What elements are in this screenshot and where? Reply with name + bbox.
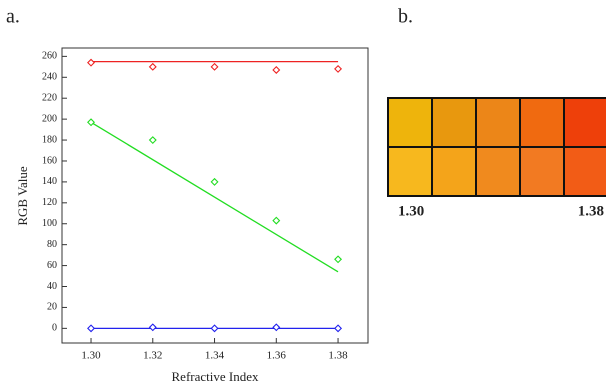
color-swatch <box>388 98 432 147</box>
panel-label: a. <box>6 6 20 28</box>
color-swatch <box>476 147 520 196</box>
color-swatch <box>520 98 564 147</box>
swatch-label: 1.38 <box>578 203 604 219</box>
data-point <box>88 325 94 331</box>
x-tick-label: 1.38 <box>328 350 348 362</box>
data-point <box>211 325 217 331</box>
data-point <box>150 137 156 143</box>
figure-svg: a. b. RGB Value Refractive Index 1.30 1.… <box>0 0 606 389</box>
data-point <box>211 64 217 70</box>
y-tick-label: 80 <box>47 239 57 250</box>
x-tick-label: 1.32 <box>143 350 162 362</box>
data-point <box>211 179 217 185</box>
y-tick-label: 40 <box>47 281 57 292</box>
color-swatch <box>564 147 606 196</box>
y-tick-label: 160 <box>42 155 57 166</box>
y-tick-label: 120 <box>42 197 57 208</box>
x-axis-title: Refractive Index <box>172 369 259 384</box>
y-tick-label: 240 <box>42 72 57 83</box>
data-point <box>88 59 94 65</box>
data-point <box>335 325 341 331</box>
color-swatch <box>520 147 564 196</box>
panel-label: b. <box>398 6 413 28</box>
color-swatch <box>564 98 606 147</box>
data-point <box>273 67 279 73</box>
data-point <box>273 324 279 330</box>
color-swatch <box>432 147 476 196</box>
y-tick-label: 180 <box>42 134 57 145</box>
y-tick-label: 0 <box>52 323 57 334</box>
color-swatch <box>476 98 520 147</box>
fit-line <box>91 122 338 272</box>
y-tick-label: 60 <box>47 260 57 271</box>
data-point <box>335 66 341 72</box>
color-swatch <box>388 147 432 196</box>
x-tick-label: 1.34 <box>205 350 225 362</box>
y-tick-label: 100 <box>42 218 57 229</box>
data-point <box>150 64 156 70</box>
y-tick-label: 200 <box>42 113 57 124</box>
x-tick-label: 1.30 <box>81 350 101 362</box>
figure: a. b. RGB Value Refractive Index 1.30 1.… <box>0 0 606 389</box>
data-point <box>335 256 341 262</box>
swatch-label: 1.30 <box>398 203 424 219</box>
y-tick-label: 220 <box>42 93 57 104</box>
data-point <box>88 119 94 125</box>
x-tick-label: 1.36 <box>267 350 287 362</box>
y-tick-label: 140 <box>42 176 57 187</box>
color-swatch <box>432 98 476 147</box>
plot-frame <box>62 48 368 343</box>
y-axis-title: RGB Value <box>15 166 30 226</box>
y-tick-label: 260 <box>42 51 57 62</box>
data-point <box>150 324 156 330</box>
y-tick-label: 20 <box>47 302 57 313</box>
data-point <box>273 217 279 223</box>
